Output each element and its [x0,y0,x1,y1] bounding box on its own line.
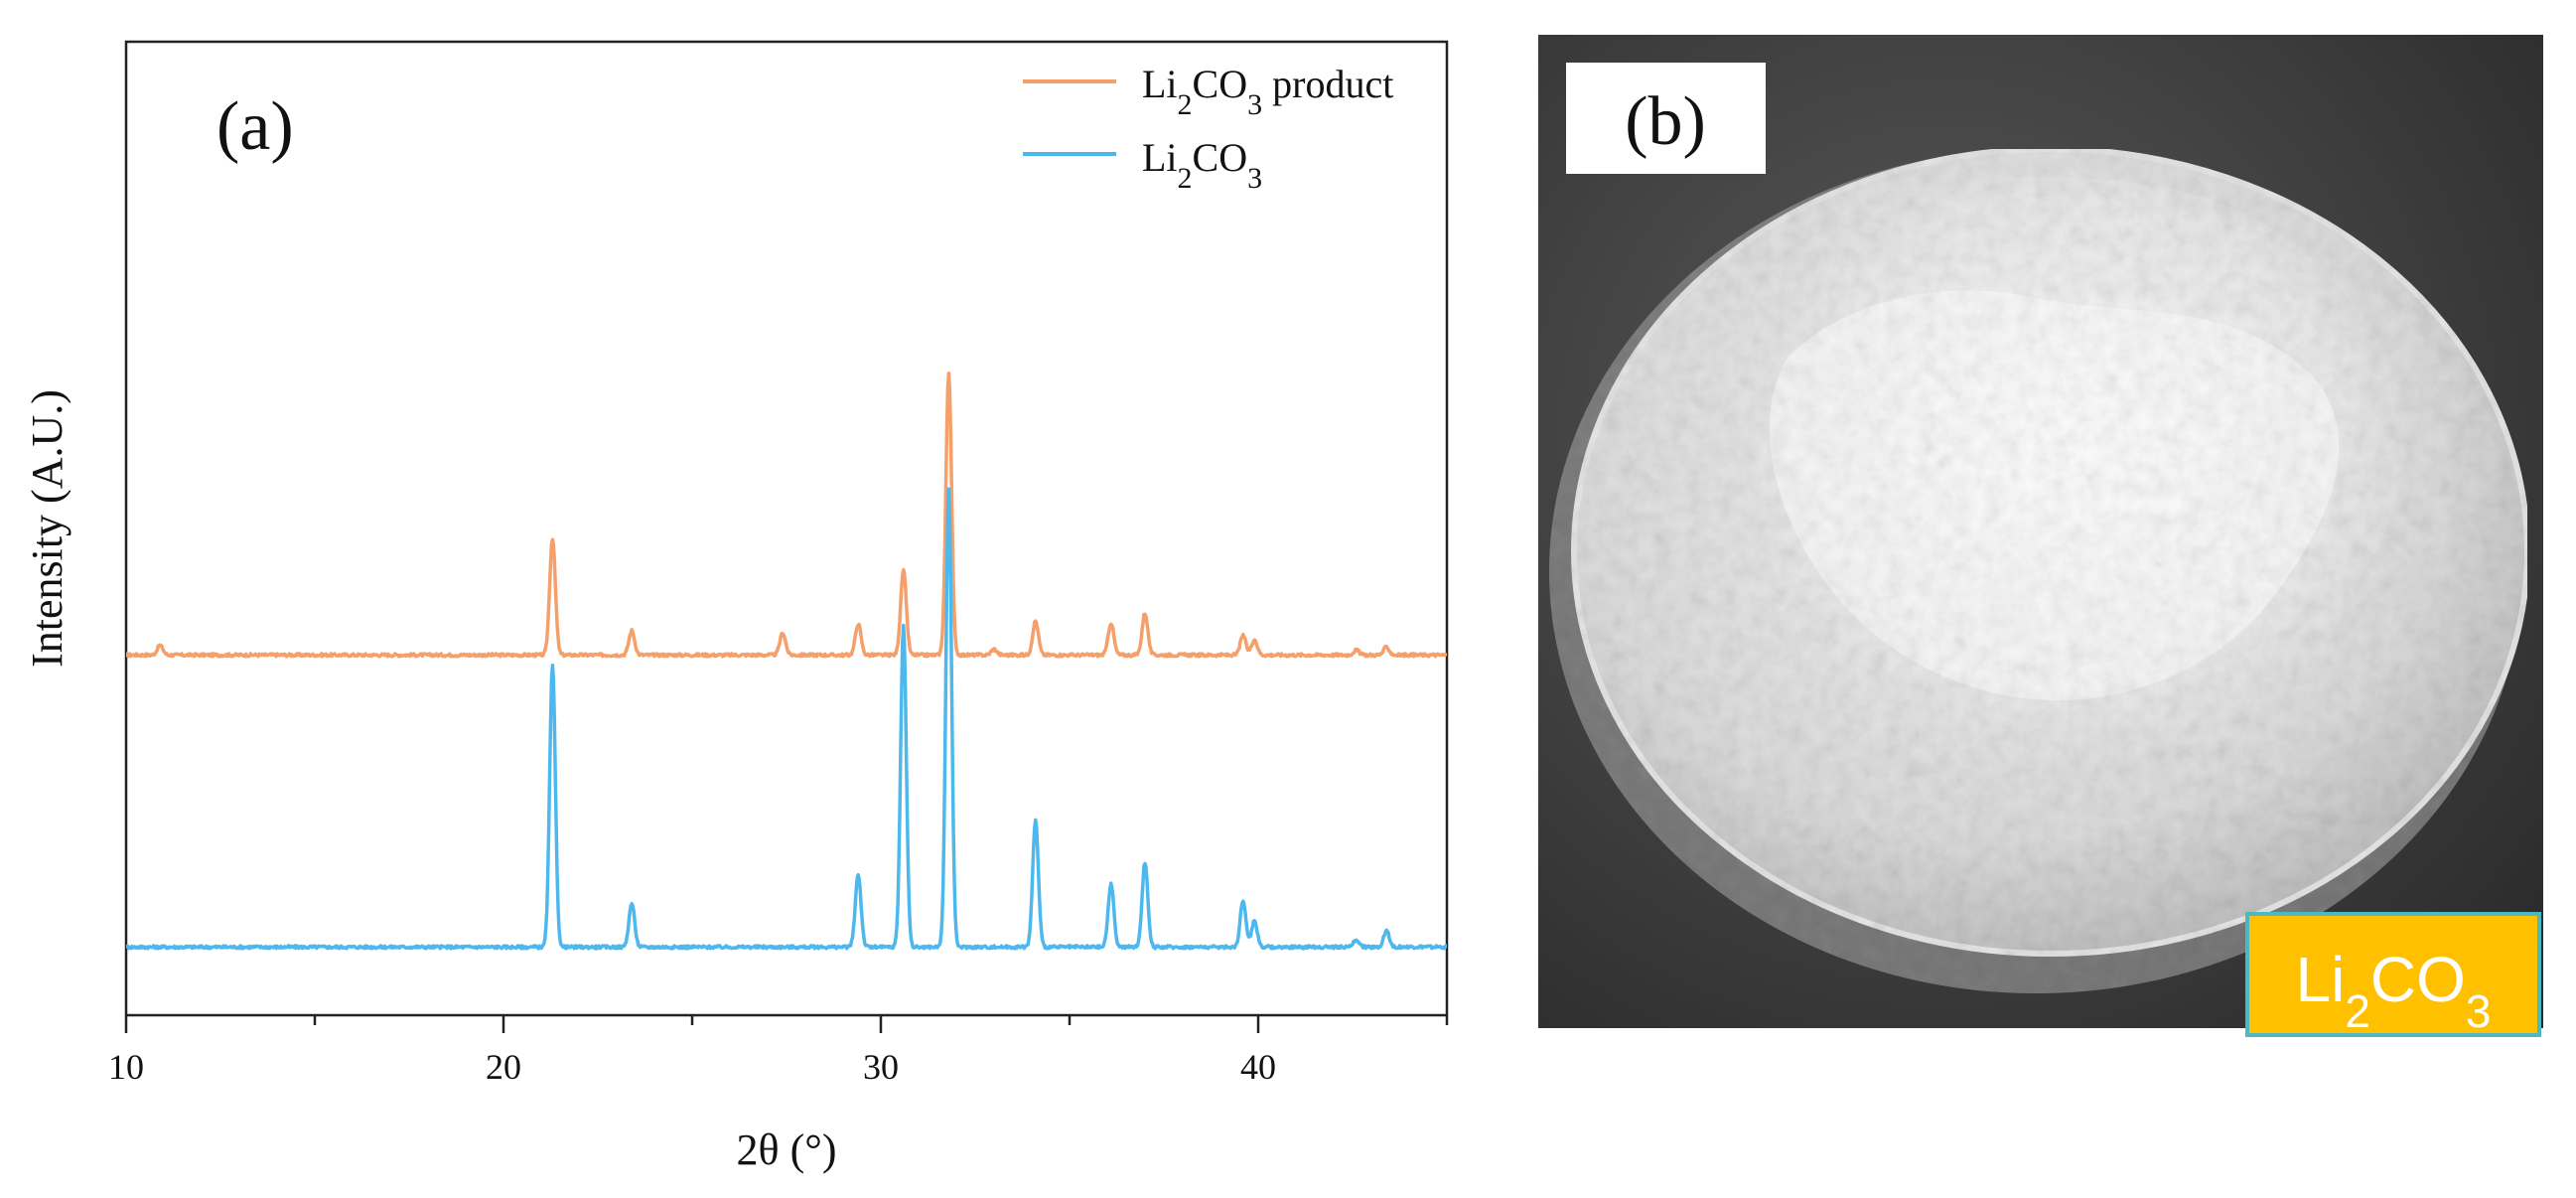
photo-content [1549,146,2530,993]
compound-badge [2245,912,2541,1037]
legend-label-product: Li2CO3 product [1142,62,1393,121]
xrd-chart: 10 20 30 40 (a) Li2CO3 product Li2CO3 2θ (°… [23,40,1449,1174]
series-line-0 [126,371,1447,659]
legend-label-li2co3: Li2CO3 [1142,135,1262,195]
series-layer [126,371,1447,951]
panel-b-label: (b) [1625,83,1706,160]
series-line-1 [126,487,1447,951]
x-axis-ticks: 10 20 30 40 [108,1015,1449,1087]
compound-badge-label: Li2CO3 [2296,944,2492,1037]
y-axis-label: Intensity (A.U.) [23,389,72,668]
x-tick-label: 40 [1240,1047,1276,1087]
panel-a-label: (a) [216,88,294,165]
x-tick-label: 30 [863,1047,899,1087]
plot-frame [124,40,1449,1017]
photo-panel: (b) Li2CO3 [1538,35,2543,1037]
panel-b-label-box [1566,63,1766,174]
powder-texture [1769,290,2340,701]
x-tick-label: 20 [486,1047,521,1087]
x-axis-label: 2θ (°) [737,1125,837,1174]
legend: Li2CO3 product Li2CO3 [1023,62,1393,195]
x-tick-label: 10 [108,1047,144,1087]
